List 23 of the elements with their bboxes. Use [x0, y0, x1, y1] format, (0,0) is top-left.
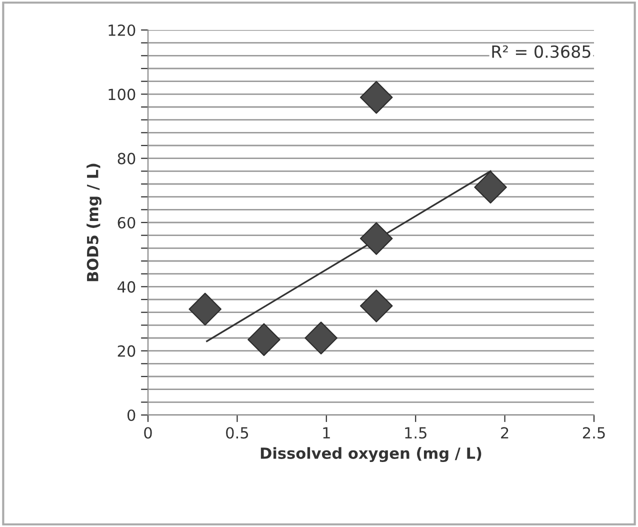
point	[360, 290, 393, 322]
point	[474, 170, 507, 204]
y-axis-title: BOD5 (mg / L)	[86, 164, 102, 282]
y-tick-label: 0	[127, 409, 136, 422]
x-tick-label: 1.5	[405, 427, 426, 439]
y-tick-label: 20	[118, 345, 136, 357]
x-tick-label: 0.5	[226, 427, 248, 439]
x-tick-label: 2.5	[582, 427, 605, 439]
point	[248, 323, 280, 356]
y-tick-label: 100	[108, 88, 136, 100]
y-tick-label: 80	[118, 152, 136, 164]
point	[360, 80, 393, 114]
x-tick-label: 2	[501, 427, 508, 438]
point	[360, 222, 393, 255]
x-axis-title: Dissolved oxygen (mg / L)	[260, 447, 482, 462]
point	[188, 292, 222, 326]
point	[304, 322, 338, 354]
y-tick-label: 120	[108, 24, 136, 36]
y-tick-label: 40	[118, 281, 136, 293]
annotation: R² = 0.3685	[492, 45, 590, 58]
x-tick-label: 1	[323, 427, 330, 438]
y-tick-label: 60	[118, 216, 136, 229]
x-tick-label: 0	[144, 427, 152, 439]
